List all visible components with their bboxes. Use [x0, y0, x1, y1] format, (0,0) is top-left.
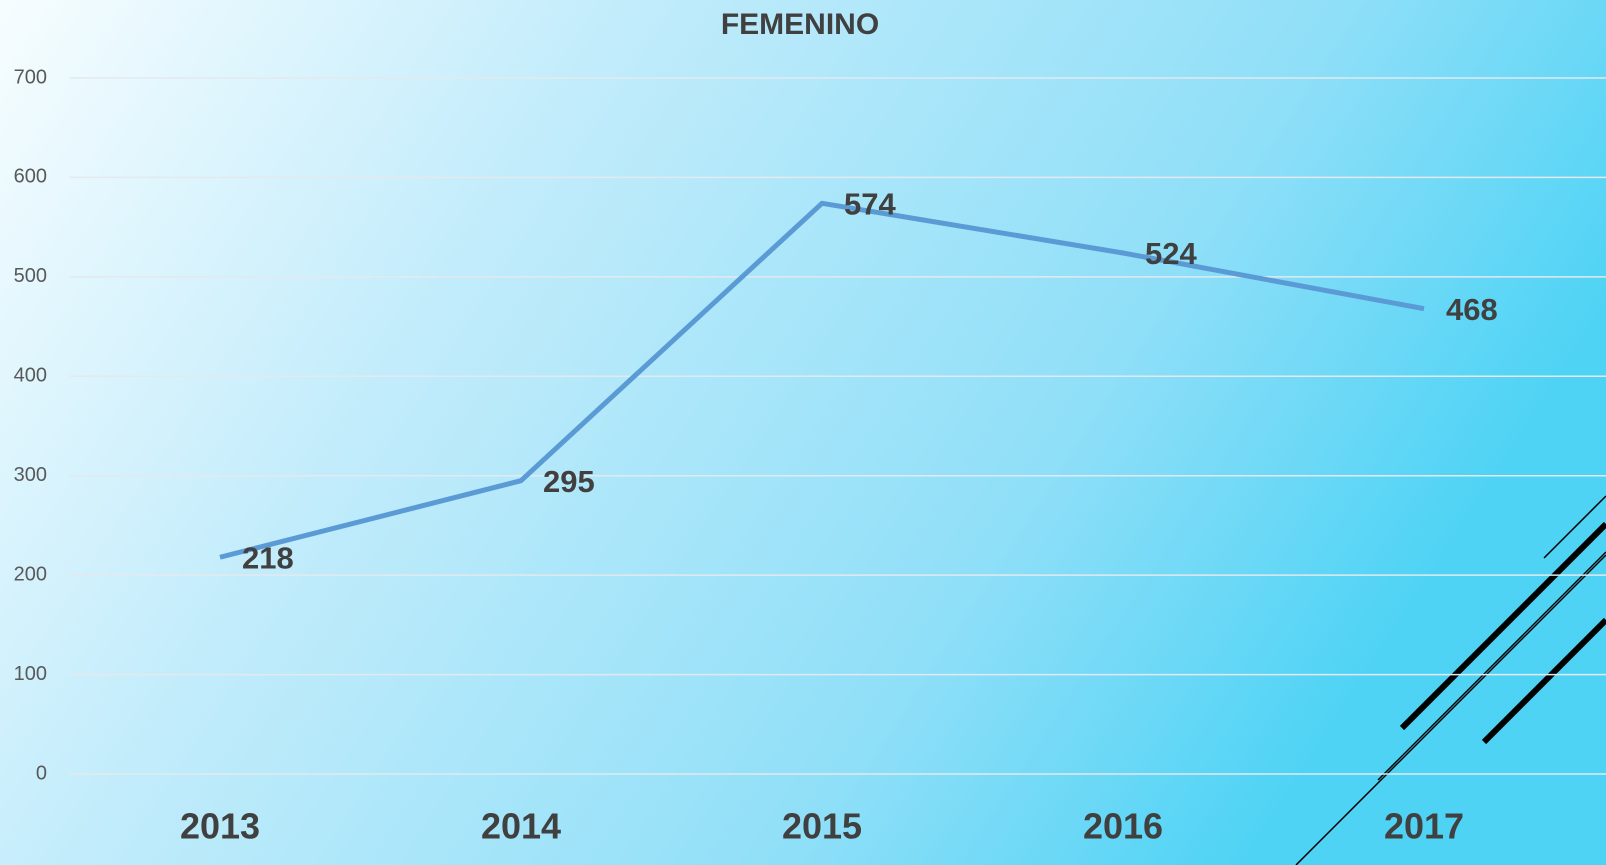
x-tick-label: 2015 [782, 806, 862, 847]
y-tick-label: 0 [36, 762, 47, 784]
y-tick-label: 700 [14, 66, 47, 88]
x-tick-label: 2014 [481, 806, 561, 847]
decoration [1295, 495, 1606, 865]
y-tick-label: 400 [14, 365, 47, 387]
x-tick-label: 2017 [1384, 806, 1464, 847]
y-tick-label: 500 [14, 265, 47, 287]
y-tick-label: 200 [14, 563, 47, 585]
y-tick-label: 300 [14, 464, 47, 486]
line-series [219, 200, 1425, 560]
y-tick-label: 100 [14, 663, 47, 685]
x-tick-label: 2013 [180, 806, 260, 847]
data-label: 295 [543, 464, 595, 499]
x-tick-label: 2016 [1083, 806, 1163, 847]
data-label: 574 [844, 186, 896, 221]
data-label: 524 [1145, 236, 1197, 271]
chart-title: FEMENINO [721, 8, 879, 41]
data-label: 468 [1446, 292, 1498, 327]
y-tick-label: 600 [14, 166, 47, 188]
data-label: 218 [242, 540, 294, 575]
